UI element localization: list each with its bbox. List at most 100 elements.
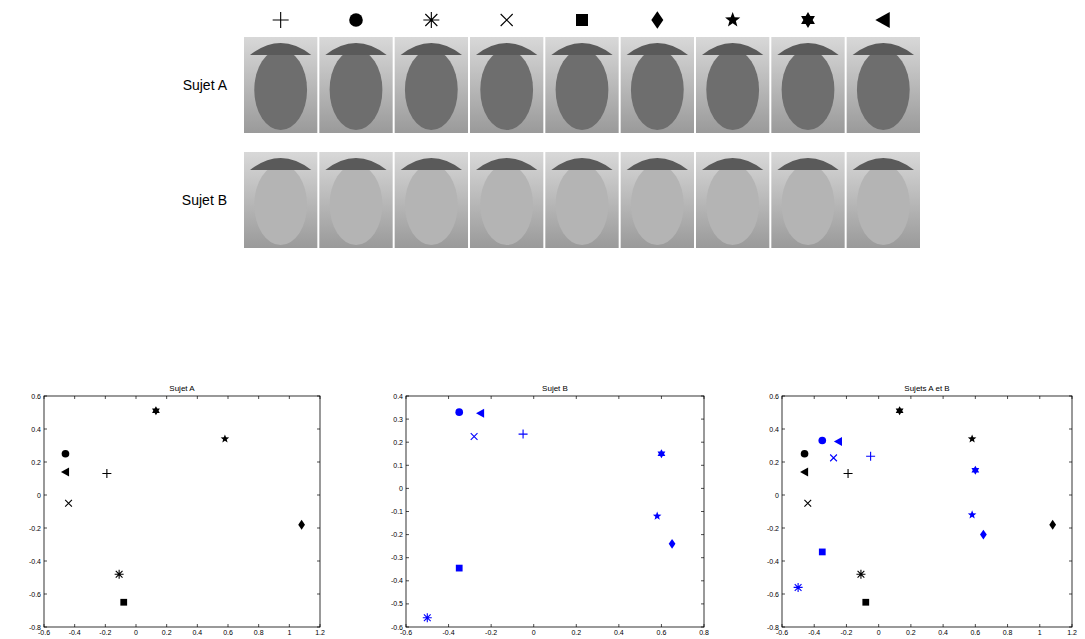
y-tick-label: -0.4 [767, 558, 779, 565]
scatter-point [61, 467, 69, 476]
scatter-panel: Sujets A et B-0.6-0.4-0.200.20.40.60.811… [767, 384, 1077, 636]
x-tick [228, 396, 229, 627]
y-tick [44, 462, 320, 463]
row-label: Sujet A [183, 77, 228, 93]
scatter-point [896, 406, 904, 415]
y-tick-label: 0.3 [393, 416, 403, 423]
face-photo [771, 152, 844, 248]
face-photo [319, 37, 392, 133]
scatter-point [971, 466, 979, 475]
y-tick [406, 442, 704, 443]
x-tick-label: -0.2 [99, 629, 111, 636]
x-tick-label: 0.2 [906, 629, 916, 636]
scatter-point [221, 434, 230, 442]
scatter-point [801, 450, 809, 458]
expression-symbol [576, 14, 588, 26]
y-tick-label: -0.5 [391, 600, 403, 607]
scatter-point [519, 430, 528, 439]
x-tick [943, 396, 944, 627]
x-tick [74, 396, 75, 627]
scatter-point [794, 583, 803, 592]
scatter-point [476, 409, 484, 418]
x-tick [533, 396, 534, 627]
x-tick [878, 396, 879, 627]
x-tick [1039, 396, 1040, 627]
plot-frame [44, 396, 320, 627]
scatter-panel: Sujet B-0.6-0.4-0.200.20.40.60.8-0.6-0.5… [391, 384, 709, 636]
x-tick-label: 0 [134, 629, 138, 636]
x-tick [846, 396, 847, 627]
x-tick-label: 1 [1038, 629, 1042, 636]
scatter-point [298, 520, 305, 530]
expression-symbol [501, 14, 513, 26]
expression-symbol [651, 11, 663, 29]
y-tick-label: -0.6 [391, 624, 403, 631]
x-tick-label: -0.4 [443, 629, 455, 636]
x-tick [661, 396, 662, 627]
y-tick [406, 488, 704, 489]
y-tick [44, 561, 320, 562]
face-photo [696, 37, 769, 133]
x-tick-label: 0.6 [970, 629, 980, 636]
x-tick [105, 396, 106, 627]
y-tick-label: -0.8 [29, 624, 41, 631]
scatter-point [115, 570, 124, 579]
x-tick-label: 1 [287, 629, 291, 636]
scatter-point [834, 437, 842, 446]
expression-symbol [273, 12, 289, 28]
y-tick [44, 627, 320, 628]
y-tick [782, 462, 1072, 463]
x-tick [618, 396, 619, 627]
x-tick-label: 0.2 [571, 629, 581, 636]
scatter-point [862, 599, 869, 606]
x-tick-label: 0.4 [614, 629, 624, 636]
scatter-point [968, 434, 977, 442]
face-photo [244, 152, 317, 248]
x-tick-label: -0.4 [69, 629, 81, 636]
y-tick [406, 419, 704, 420]
y-tick [44, 396, 320, 397]
y-tick-label: -0.8 [767, 624, 779, 631]
x-tick [44, 396, 45, 627]
scatter-point [62, 450, 70, 458]
x-tick [136, 396, 137, 627]
x-tick-label: -0.2 [840, 629, 852, 636]
scatter-point [1049, 520, 1056, 530]
scatter-point [152, 406, 160, 415]
y-tick [782, 561, 1072, 562]
points [61, 406, 305, 605]
scatter-point [102, 469, 111, 478]
face-photo [771, 37, 844, 133]
scatter-point [669, 539, 676, 549]
points [794, 406, 1056, 605]
y-tick-label: -0.3 [391, 554, 403, 561]
panel-title: Sujet B [542, 384, 568, 393]
y-tick-label: -0.2 [391, 531, 403, 538]
y-tick [406, 627, 704, 628]
x-tick [1072, 396, 1073, 627]
x-tick [258, 396, 259, 627]
x-tick-label: 0.6 [657, 629, 667, 636]
panel-title: Sujet A [169, 384, 195, 393]
y-tick [782, 594, 1072, 595]
y-tick [406, 511, 704, 512]
y-tick-label: 0.4 [31, 426, 41, 433]
face-photo [545, 152, 618, 248]
y-tick [44, 594, 320, 595]
y-tick [406, 534, 704, 535]
x-tick [814, 396, 815, 627]
scatter-point [653, 512, 662, 520]
y-tick-label: 0.2 [393, 439, 403, 446]
plot-frame [782, 396, 1072, 627]
x-tick-label: 0.8 [254, 629, 264, 636]
scatter-point [65, 500, 72, 507]
scatter-point [968, 510, 977, 518]
x-tick-label: 0.4 [192, 629, 202, 636]
scatter-point [818, 437, 826, 445]
y-tick [782, 627, 1072, 628]
y-tick [782, 429, 1072, 430]
figure: Sujet A Sujet B Sujet A -0.6 -0.4 -0.2 0 0.2 0.4… [0, 0, 1085, 639]
panel-title: Sujets A et B [904, 384, 949, 393]
scatter-point [456, 565, 463, 572]
y-tick-label: 0.6 [31, 393, 41, 400]
